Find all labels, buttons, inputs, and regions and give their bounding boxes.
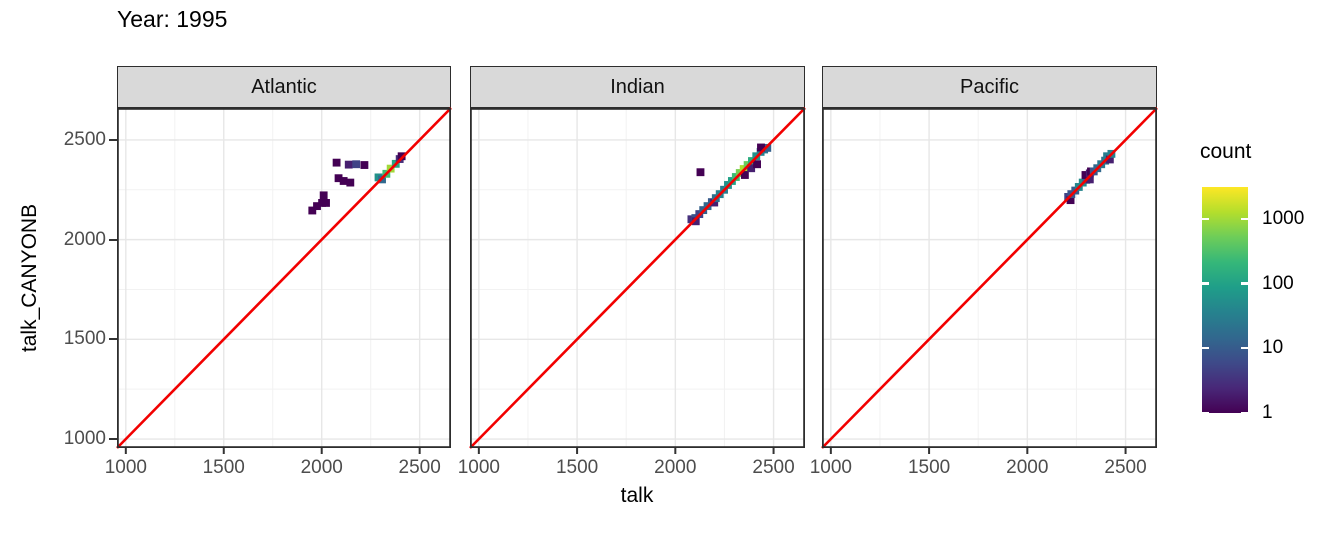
y-axis-tick-marks — [109, 108, 117, 448]
legend-tick-mark — [1202, 346, 1209, 350]
y-tick-label: 1000 — [63, 428, 106, 450]
count-bin — [322, 199, 330, 207]
count-bin — [308, 206, 317, 215]
count-bin — [747, 164, 756, 173]
count-bin — [334, 174, 343, 183]
count-bin — [757, 143, 765, 152]
count-bin — [319, 191, 328, 200]
x-tick-label: 1500 — [556, 457, 598, 478]
count-bin — [313, 202, 321, 211]
x-tick-label: 1000 — [458, 457, 500, 478]
facet-atlantic: Atlantic 1000 1500 2000 2500 — [105, 66, 452, 478]
panel-border — [116, 107, 452, 449]
panel-border — [469, 107, 806, 449]
identity-line — [116, 107, 452, 449]
plot-title: Year: 1995 — [117, 6, 228, 32]
legend-count: count 1 10 100 1000 — [1196, 140, 1344, 440]
legend-tick-mark — [1202, 411, 1209, 414]
count-bin — [360, 161, 369, 169]
legend-tick-mark — [1202, 217, 1209, 221]
y-axis-tick-labels: 1000 1500 2000 2500 — [0, 108, 106, 450]
count-bin — [346, 178, 355, 187]
count-bin — [1066, 196, 1075, 205]
y-tick-mark — [109, 138, 117, 141]
facet-strip-indian: Indian — [470, 66, 805, 108]
x-tick-label: 2000 — [301, 457, 343, 478]
identity-line — [821, 107, 1158, 449]
x-tick-label: 1500 — [203, 457, 245, 478]
legend-tick-mark — [1202, 282, 1209, 285]
y-tick-label: 2500 — [63, 128, 106, 150]
count-bin — [1081, 171, 1090, 179]
panel-border — [821, 107, 1158, 449]
legend-tick-label: 100 — [1262, 272, 1294, 294]
legend-tick-mark — [1241, 217, 1248, 221]
x-tick-label: 2000 — [654, 457, 696, 478]
facet-pacific: Pacific 1000 1500 2000 2500 — [810, 66, 1158, 478]
count-bin — [339, 177, 348, 185]
count-bin — [1085, 175, 1094, 184]
count-bin — [753, 160, 761, 169]
legend-colorbar — [1202, 187, 1248, 413]
facet-strip-atlantic: Atlantic — [117, 66, 451, 108]
y-tick-label: 1500 — [63, 328, 106, 350]
count-bin — [740, 171, 749, 179]
legend-tick-label: 1 — [1262, 402, 1273, 423]
identity-line — [469, 107, 806, 449]
count-bin — [344, 160, 353, 169]
x-tick-label: 2000 — [1006, 457, 1048, 478]
legend-tick-mark — [1241, 411, 1248, 414]
facet-strip-pacific: Pacific — [822, 66, 1157, 108]
count-bin — [691, 217, 700, 226]
legend-tick-mark — [1241, 346, 1248, 350]
x-tick-label: 2500 — [752, 457, 794, 478]
count-bin — [710, 198, 719, 207]
legend-tick-label: 1000 — [1262, 208, 1305, 230]
y-tick-mark — [109, 238, 117, 241]
count-bin — [352, 160, 361, 169]
panel-indian: 1000 1500 2000 2500 — [458, 107, 806, 478]
x-tick-label: 1000 — [105, 457, 147, 478]
y-tick-mark — [109, 338, 117, 341]
count-bin — [397, 152, 406, 161]
y-tick-mark — [109, 438, 117, 441]
panel-pacific: 1000 1500 2000 2500 — [810, 107, 1158, 478]
x-tick-label: 1000 — [810, 457, 852, 478]
x-tick-label: 2500 — [1104, 457, 1146, 478]
legend-title: count — [1200, 140, 1252, 163]
legend-tick-mark — [1241, 282, 1248, 285]
count-bin — [332, 158, 341, 167]
facet-indian: Indian 1000 1500 2000 2500 — [458, 66, 806, 478]
x-tick-label: 1500 — [908, 457, 950, 478]
count-bin — [1105, 155, 1114, 164]
legend-tick-label: 10 — [1262, 337, 1284, 359]
x-tick-label: 2500 — [399, 457, 441, 478]
count-bin — [696, 168, 705, 177]
panel-atlantic: 1000 1500 2000 2500 — [105, 107, 452, 478]
y-tick-label: 2000 — [63, 228, 106, 250]
x-axis-title: talk — [620, 484, 654, 507]
